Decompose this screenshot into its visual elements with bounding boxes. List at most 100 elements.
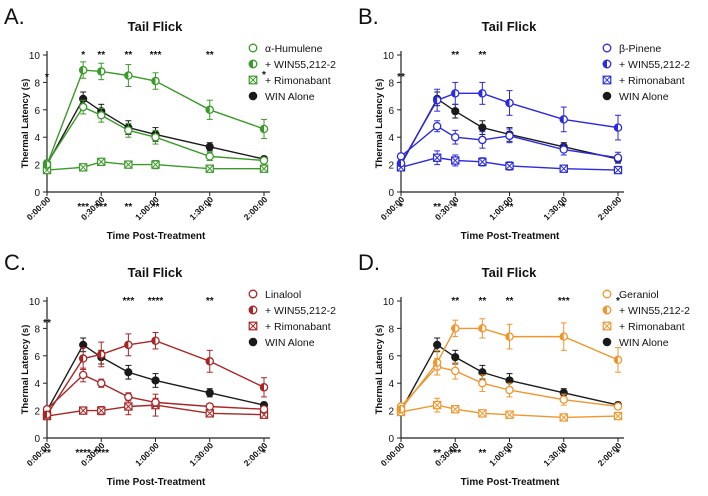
data-point bbox=[478, 135, 487, 145]
y-tick-label: 8 bbox=[388, 78, 394, 89]
marker-half-fill bbox=[43, 161, 47, 169]
marker-half-fill bbox=[97, 67, 102, 76]
chart-title: Tail Flick bbox=[482, 19, 537, 34]
data-point bbox=[205, 388, 214, 397]
data-point bbox=[559, 332, 568, 341]
marker-half-fill bbox=[603, 306, 607, 314]
data-point bbox=[505, 410, 514, 419]
series-1 bbox=[396, 358, 623, 411]
marker-x bbox=[559, 164, 568, 173]
data-point bbox=[432, 400, 442, 410]
marker-half-fill bbox=[397, 159, 401, 167]
data-point bbox=[451, 89, 460, 98]
y-tick-label: 6 bbox=[34, 106, 40, 117]
marker-half-fill bbox=[451, 324, 456, 332]
legend-marker bbox=[248, 337, 258, 347]
data-point bbox=[478, 324, 487, 333]
legend-label: + Rimonabant bbox=[619, 321, 685, 333]
significance-top: ** bbox=[451, 296, 459, 307]
series-2 bbox=[42, 61, 269, 169]
data-point bbox=[151, 376, 160, 385]
marker-x bbox=[505, 410, 514, 419]
data-point bbox=[205, 152, 214, 161]
legend-label: + WIN55,212-2 bbox=[619, 305, 690, 317]
significance-top: ** bbox=[43, 318, 51, 329]
data-point bbox=[451, 156, 460, 165]
legend-marker bbox=[248, 321, 258, 331]
legend-label: α-Humulene bbox=[265, 43, 323, 55]
chart-title: Tail Flick bbox=[128, 19, 183, 34]
chart-title: Tail Flick bbox=[128, 265, 183, 280]
data-point bbox=[151, 160, 160, 169]
legend: Geraniol + WIN55,212-2 + Rimonabant WIN Alo… bbox=[602, 289, 690, 349]
data-point bbox=[97, 378, 106, 388]
legend-label: β-Pinene bbox=[619, 43, 661, 55]
data-point bbox=[451, 405, 460, 414]
data-point bbox=[97, 157, 106, 167]
significance-top: * bbox=[81, 50, 85, 61]
y-tick-label: 4 bbox=[34, 379, 40, 390]
data-point bbox=[97, 350, 106, 359]
y-tick-label: 2 bbox=[34, 161, 40, 172]
x-tick-label: 2:00:00 bbox=[242, 194, 270, 222]
data-point bbox=[259, 404, 269, 414]
legend-label: + WIN55,212-2 bbox=[265, 305, 336, 317]
significance-bottom: * bbox=[508, 448, 512, 459]
data-point bbox=[613, 165, 623, 175]
data-point bbox=[478, 378, 487, 388]
data-point bbox=[78, 65, 88, 75]
significance-bottom: * bbox=[208, 202, 212, 213]
series-3 bbox=[396, 150, 623, 175]
data-point bbox=[151, 398, 160, 407]
marker-x bbox=[478, 409, 487, 418]
marker-x bbox=[124, 160, 133, 169]
marker-half-fill bbox=[451, 89, 456, 97]
marker-half-fill bbox=[249, 60, 253, 68]
significance-top: * bbox=[616, 296, 620, 307]
significance-bottom: *** bbox=[95, 202, 107, 213]
significance-bottom: ** bbox=[433, 448, 441, 459]
data-point bbox=[205, 105, 214, 115]
significance-top: *** bbox=[558, 296, 570, 307]
data-point bbox=[559, 145, 568, 154]
significance-top: *** bbox=[150, 50, 162, 61]
marker-x bbox=[451, 156, 460, 165]
marker-half-fill bbox=[433, 359, 438, 367]
marker-half-fill bbox=[79, 66, 84, 74]
y-tick-label: 6 bbox=[34, 352, 40, 363]
series-2 bbox=[396, 81, 623, 168]
data-point bbox=[396, 158, 406, 168]
significance-top: ** bbox=[124, 50, 132, 61]
marker-x bbox=[124, 402, 133, 411]
significance-top: ** bbox=[506, 296, 514, 307]
legend-marker bbox=[602, 59, 612, 69]
panel-label: C. bbox=[4, 250, 26, 275]
data-point bbox=[259, 164, 269, 173]
data-point bbox=[124, 402, 133, 411]
significance-top: * bbox=[45, 72, 49, 83]
marker-x bbox=[248, 75, 258, 85]
marker-x bbox=[478, 157, 487, 166]
y-tick-label: 6 bbox=[388, 106, 394, 117]
y-tick-label: 10 bbox=[29, 51, 41, 62]
legend-marker bbox=[602, 75, 612, 85]
legend-marker bbox=[248, 43, 258, 53]
significance-top: ** bbox=[206, 296, 214, 307]
legend-marker bbox=[602, 289, 612, 299]
marker-half-fill bbox=[614, 124, 618, 132]
data-point bbox=[151, 76, 160, 86]
marker-half-fill bbox=[260, 383, 264, 391]
marker-x bbox=[205, 164, 214, 173]
legend-label: + WIN55,212-2 bbox=[619, 59, 690, 71]
chart-title: Tail Flick bbox=[482, 265, 537, 280]
data-point bbox=[259, 156, 269, 165]
data-point bbox=[396, 404, 406, 414]
data-point bbox=[451, 324, 460, 333]
marker-half-fill bbox=[478, 324, 483, 332]
marker-x bbox=[433, 153, 442, 162]
significance-bottom: * bbox=[616, 448, 620, 459]
marker-x bbox=[602, 321, 612, 331]
y-tick-label: 8 bbox=[388, 324, 394, 335]
data-point bbox=[613, 123, 623, 132]
